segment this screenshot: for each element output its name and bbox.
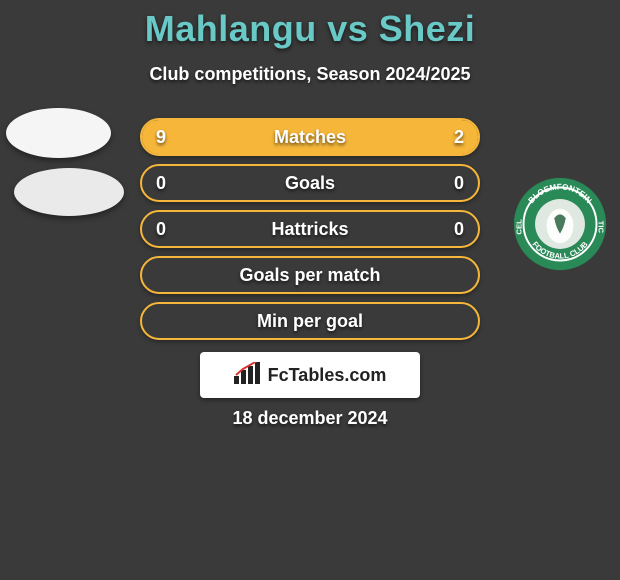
stat-rows: 9 Matches 2 0 Goals 0 0 Hattricks 0 Goals per mat… [140, 118, 480, 348]
player-left-badge-2 [14, 168, 124, 216]
stat-label: Goals per match [239, 265, 380, 286]
stat-label: Matches [274, 127, 346, 148]
stat-row: 0 Hattricks 0 [140, 210, 480, 248]
stat-label: Min per goal [257, 311, 363, 332]
club-crest-right: BLOEMFONTEIN FOOTBALL CLUB CEL TIC [512, 176, 608, 272]
fctables-logo: FcTables.com [200, 352, 420, 398]
stat-value-left: 0 [156, 173, 166, 194]
crest-text-right: TIC [596, 221, 605, 234]
stat-row: Min per goal [140, 302, 480, 340]
player-left-badge-1 [6, 108, 111, 158]
stat-value-right: 2 [454, 127, 464, 148]
stat-row: Goals per match [140, 256, 480, 294]
logo-bars-icon [234, 362, 262, 389]
page-title: Mahlangu vs Shezi [0, 8, 620, 50]
stat-fill-right [404, 120, 478, 154]
crest-text-left: CEL [515, 219, 524, 235]
stat-value-left: 9 [156, 127, 166, 148]
stat-label: Hattricks [271, 219, 348, 240]
stat-label: Goals [285, 173, 335, 194]
stat-value-right: 0 [454, 219, 464, 240]
stat-row: 0 Goals 0 [140, 164, 480, 202]
date-text: 18 december 2024 [0, 408, 620, 429]
stat-value-right: 0 [454, 173, 464, 194]
stat-value-left: 0 [156, 219, 166, 240]
stat-row: 9 Matches 2 [140, 118, 480, 156]
page-subtitle: Club competitions, Season 2024/2025 [0, 64, 620, 85]
logo-text: FcTables.com [268, 365, 387, 386]
